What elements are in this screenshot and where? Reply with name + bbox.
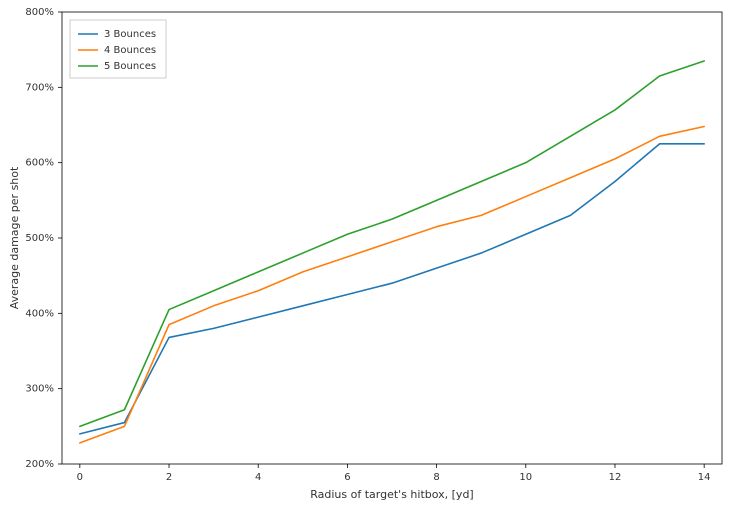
x-tick-label: 14 (698, 472, 711, 483)
y-tick-label: 300% (25, 384, 54, 395)
y-tick-label: 800% (25, 7, 54, 18)
y-tick-label: 200% (25, 459, 54, 470)
x-tick-label: 2 (166, 472, 172, 483)
legend-label: 5 Bounces (104, 61, 156, 72)
y-tick-label: 500% (25, 233, 54, 244)
x-tick-label: 8 (433, 472, 439, 483)
legend-label: 4 Bounces (104, 45, 156, 56)
x-axis-label: Radius of target's hitbox, [yd] (310, 488, 473, 501)
y-tick-label: 400% (25, 308, 54, 319)
x-tick-label: 12 (609, 472, 622, 483)
y-axis-label: Average damage per shot (8, 166, 21, 309)
legend-label: 3 Bounces (104, 29, 156, 40)
x-tick-label: 0 (77, 472, 83, 483)
y-tick-label: 700% (25, 82, 54, 93)
x-tick-label: 10 (519, 472, 532, 483)
chart-svg: 0 2 4 6 8 10 12 14 200% 300% 400% 500% 600% 700% 800% R… (0, 0, 737, 506)
y-tick-label: 600% (25, 158, 54, 169)
x-tick-label: 6 (344, 472, 350, 483)
x-tick-label: 4 (255, 472, 261, 483)
damage-chart: 0 2 4 6 8 10 12 14 200% 300% 400% 500% 600% 700% 800% R… (0, 0, 737, 506)
